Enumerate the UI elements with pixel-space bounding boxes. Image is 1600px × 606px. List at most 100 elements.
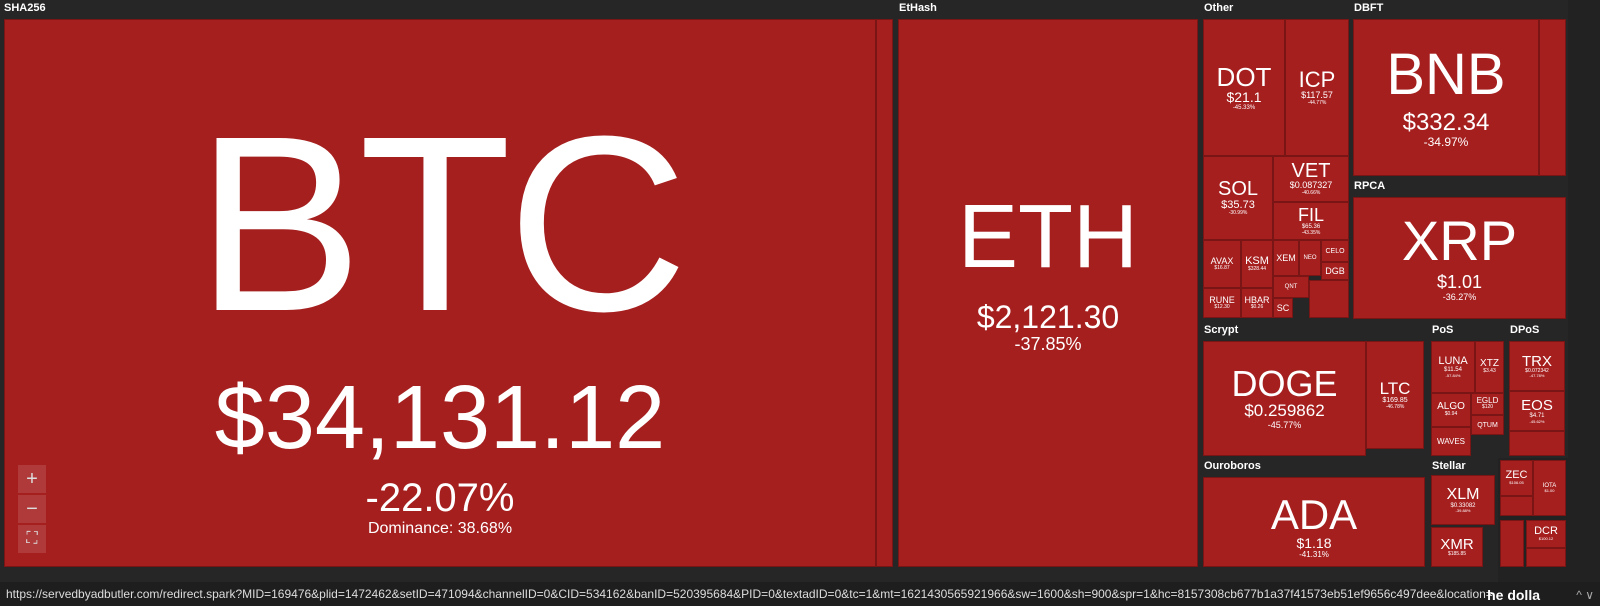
luna-change: -57.84% — [1445, 372, 1461, 378]
avax-price: $16.87 — [1214, 264, 1230, 271]
iota-price: $1.00 — [1544, 487, 1555, 493]
tile-bnb[interactable]: BNB $332.34 -34.97% — [1353, 19, 1539, 176]
dcr-price: $100.12 — [1538, 536, 1554, 542]
xtz-symbol: XTZ — [1480, 358, 1499, 370]
tile-fil[interactable]: FIL $65.36 -43.35% — [1273, 202, 1349, 240]
tile-doge[interactable]: DOGE $0.259862 -45.77% — [1203, 341, 1366, 456]
tile-ltc[interactable]: LTC $169.85 -46.78% — [1366, 341, 1424, 449]
vet-change: -40.66% — [1301, 190, 1321, 197]
scroll-arrows-icon[interactable]: ^ ∨ — [1576, 588, 1594, 602]
dot-symbol: DOT — [1216, 61, 1272, 92]
tile-eos[interactable]: EOS $4.71 -45.62% — [1509, 391, 1565, 431]
dot-price: $21.1 — [1226, 88, 1262, 105]
zoom-out-button[interactable]: − — [18, 495, 46, 523]
tile-dcr[interactable]: DCR $100.12 — [1526, 520, 1566, 548]
group-label-rpca: RPCA — [1354, 180, 1386, 192]
zec-price: $106.05 — [1509, 480, 1524, 486]
tile-dgb[interactable]: DGB — [1321, 262, 1349, 280]
tile-hbar[interactable]: HBAR $0.26 — [1241, 288, 1273, 318]
icp-symbol: ICP — [1298, 66, 1336, 92]
tile-qnt[interactable]: QNT — [1273, 276, 1309, 298]
qtum-symbol: QTUM — [1477, 421, 1498, 429]
xlm-symbol: XLM — [1446, 485, 1480, 503]
group-label-scrypt: Scrypt — [1204, 324, 1239, 336]
tile-icp[interactable]: ICP $117.57 -44.77% — [1285, 19, 1349, 156]
ltc-symbol: LTC — [1379, 378, 1411, 398]
tile-trx[interactable]: TRX $0.072342 -47.78% — [1509, 341, 1565, 391]
tile-algo[interactable]: ALGO $0.94 — [1431, 393, 1471, 427]
algo-symbol: ALGO — [1437, 401, 1465, 413]
bnb-change: -34.97% — [1423, 135, 1469, 150]
ksm-price: $328.44 — [1247, 265, 1267, 272]
vet-price: $0.087327 — [1289, 180, 1333, 191]
icp-change: -44.77% — [1307, 99, 1327, 106]
tile-eth[interactable]: ETH $2,121.30 -37.85% — [898, 19, 1198, 567]
eos-price: $4.71 — [1529, 413, 1545, 419]
status-bar-url: https://servedbyadbutler.com/redirect.sp… — [0, 582, 1600, 606]
xrp-symbol: XRP — [1401, 209, 1518, 273]
tile-waves[interactable]: WAVES — [1431, 427, 1471, 456]
tile-xtz[interactable]: XTZ $3.43 — [1475, 341, 1504, 393]
doge-price: $0.259862 — [1244, 401, 1325, 421]
ada-change: -41.31% — [1299, 550, 1329, 560]
trx-change: -47.78% — [1529, 373, 1545, 379]
tile-ksm[interactable]: KSM $328.44 — [1241, 240, 1273, 288]
group-label-dbft: DBFT — [1354, 2, 1384, 14]
fullscreen-icon[interactable]: ⛶ — [18, 525, 46, 553]
tile-xem[interactable]: XEM — [1273, 240, 1299, 276]
tile-xmr[interactable]: XMR $185.85 — [1431, 527, 1483, 567]
sol-symbol: SOL — [1217, 178, 1259, 201]
tile-iota[interactable]: IOTA $1.00 — [1533, 460, 1566, 516]
fil-price: $65.36 — [1301, 223, 1321, 230]
tile-sol[interactable]: SOL $35.73 -30.99% — [1203, 156, 1273, 240]
bnb-price: $332.34 — [1402, 108, 1490, 136]
tile-rune[interactable]: RUNE $12.30 — [1203, 288, 1241, 318]
tile-xlm[interactable]: XLM $0.33082 -39.88% — [1431, 475, 1495, 525]
tile-neo[interactable]: NEO — [1299, 240, 1321, 276]
btc-price: $34,131.12 — [214, 368, 666, 468]
group-label-pos: PoS — [1432, 324, 1454, 336]
tile-vet[interactable]: VET $0.087327 -40.66% — [1273, 156, 1349, 202]
xrp-price: $1.01 — [1436, 272, 1483, 293]
celo-symbol: CELO — [1325, 247, 1345, 255]
group-label-dpos: DPoS — [1510, 324, 1540, 336]
group-label-stellar: Stellar — [1432, 460, 1466, 472]
group-label-other: Other — [1204, 2, 1234, 14]
avax-symbol: AVAX — [1210, 255, 1234, 266]
vet-symbol: VET — [1291, 160, 1331, 183]
sol-change: -30.99% — [1228, 210, 1248, 217]
group-label-ouroboros: Ouroboros — [1204, 460, 1261, 472]
trx-price: $0.072342 — [1525, 367, 1549, 374]
zoom-in-button[interactable]: + — [18, 465, 46, 493]
tile-zec[interactable]: ZEC $106.05 — [1500, 460, 1533, 496]
tile-xrp[interactable]: XRP $1.01 -36.27% — [1353, 197, 1566, 319]
sha256-minor-tiles — [876, 19, 893, 567]
egld-symbol: EGLD — [1476, 396, 1499, 406]
tile-ada[interactable]: ADA $1.18 -41.31% — [1203, 477, 1425, 567]
xlm-change: -39.88% — [1455, 508, 1471, 514]
tile-celo[interactable]: CELO — [1321, 240, 1349, 262]
misc-minor-tiles-2 — [1500, 520, 1524, 567]
iota-symbol: IOTA — [1542, 482, 1557, 489]
doge-change: -45.77% — [1267, 419, 1302, 430]
group-label-sha256: SHA256 — [4, 2, 46, 14]
hbar-symbol: HBAR — [1244, 294, 1270, 305]
tile-sc[interactable]: SC — [1273, 298, 1293, 318]
tile-btc[interactable]: BTC $34,131.12 -22.07% Dominance: 38.68% — [4, 19, 876, 567]
eth-symbol: ETH — [958, 186, 1138, 287]
waves-symbol: WAVES — [1436, 436, 1465, 446]
trx-symbol: TRX — [1522, 352, 1552, 370]
tile-luna[interactable]: LUNA $11.54 -57.84% — [1431, 341, 1475, 393]
algo-price: $0.94 — [1444, 411, 1458, 418]
xem-symbol: XEM — [1276, 252, 1296, 263]
sc-symbol: SC — [1276, 302, 1290, 313]
tile-dot[interactable]: DOT $21.1 -45.33% — [1203, 19, 1285, 156]
tile-qtum[interactable]: QTUM — [1471, 415, 1504, 435]
misc-minor-tiles — [1500, 496, 1533, 516]
fil-change: -43.35% — [1301, 229, 1321, 236]
luna-symbol: LUNA — [1438, 355, 1468, 367]
dpos-minor-tiles — [1509, 431, 1565, 456]
tile-egld[interactable]: EGLD $120 — [1471, 393, 1504, 415]
tile-avax[interactable]: AVAX $16.87 — [1203, 240, 1241, 288]
sol-price: $35.73 — [1221, 199, 1255, 212]
